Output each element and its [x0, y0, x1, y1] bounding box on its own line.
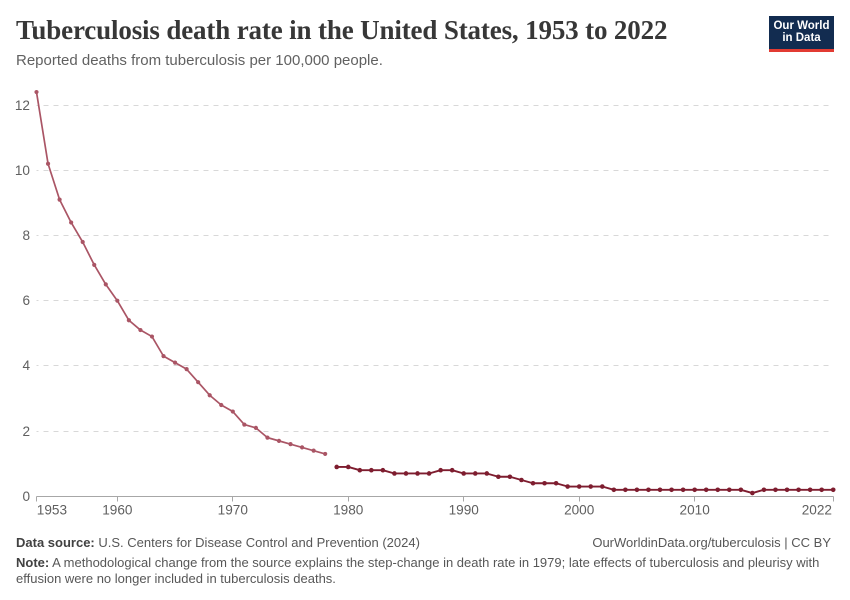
- svg-text:2000: 2000: [564, 503, 595, 518]
- svg-text:2: 2: [22, 424, 30, 439]
- svg-text:1970: 1970: [218, 503, 249, 518]
- svg-text:1960: 1960: [102, 503, 133, 518]
- svg-text:1980: 1980: [333, 503, 364, 518]
- svg-text:4: 4: [22, 358, 30, 373]
- svg-text:1990: 1990: [449, 503, 480, 518]
- svg-text:2010: 2010: [680, 503, 711, 518]
- svg-text:12: 12: [15, 98, 30, 113]
- svg-text:10: 10: [15, 163, 31, 178]
- svg-text:8: 8: [22, 228, 30, 243]
- svg-text:2022: 2022: [802, 503, 832, 518]
- svg-text:6: 6: [22, 293, 30, 308]
- svg-text:0: 0: [22, 489, 30, 504]
- svg-text:1953: 1953: [37, 503, 67, 518]
